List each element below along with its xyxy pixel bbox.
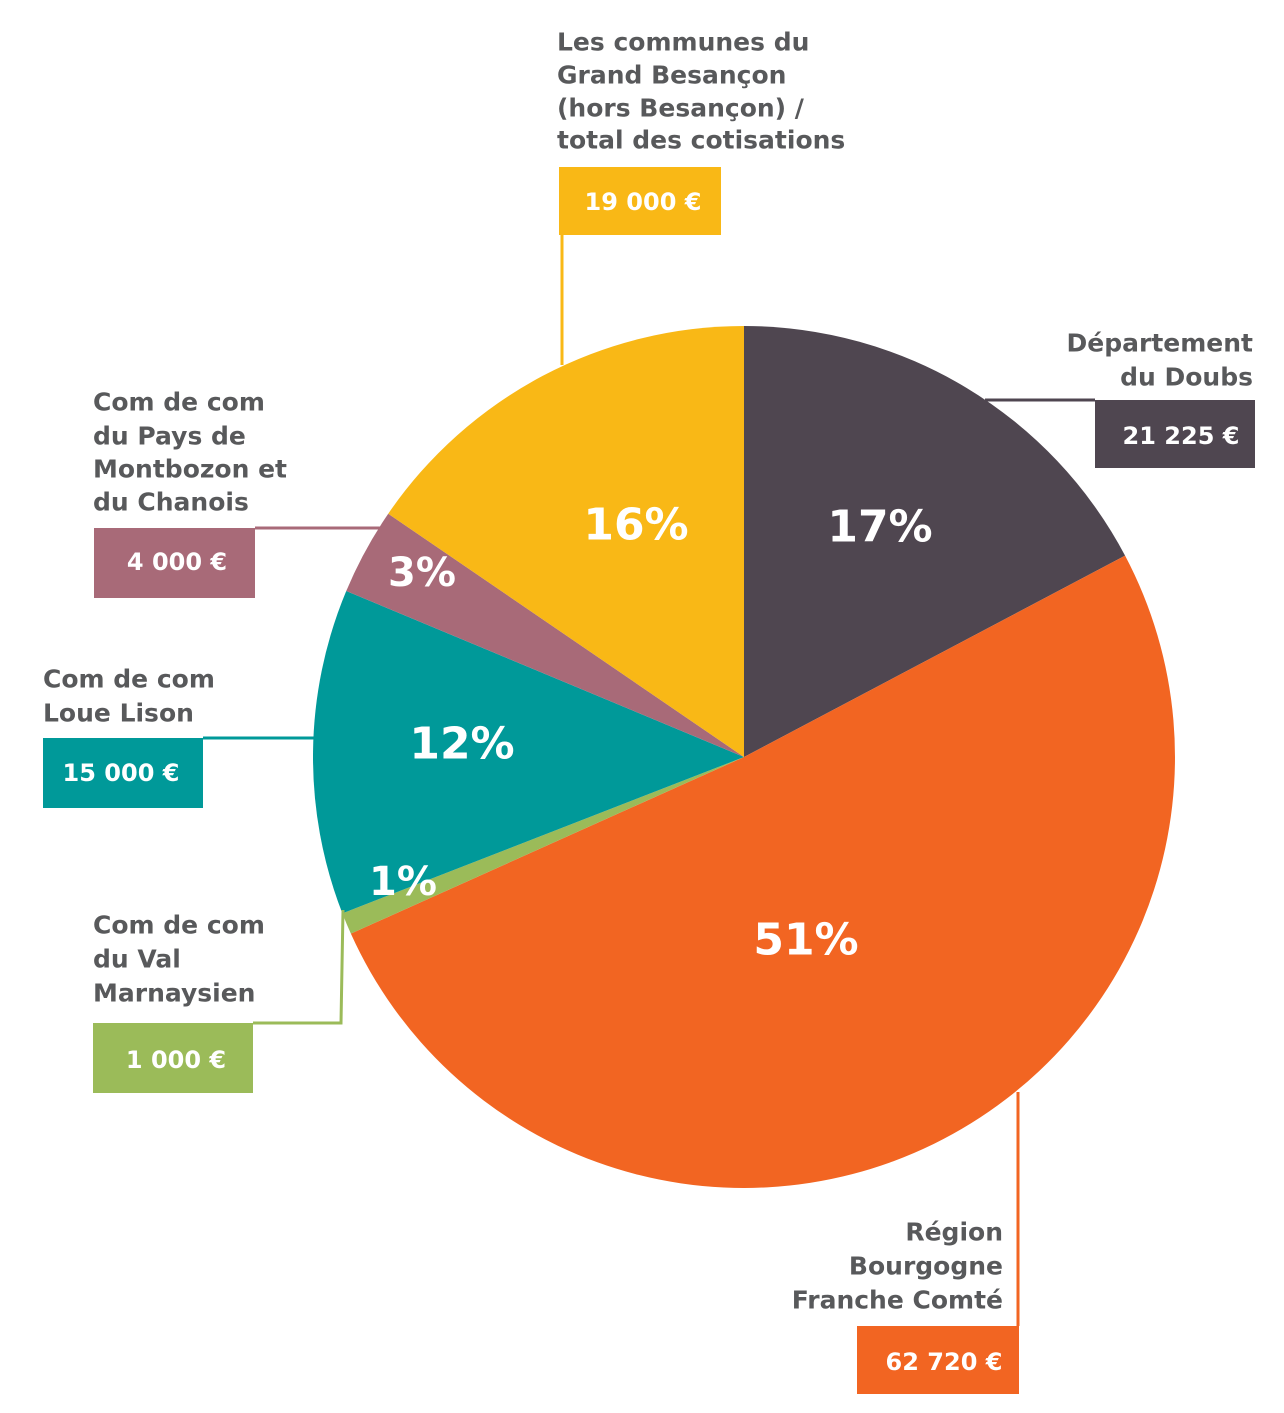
category-label-grand-besancon-line-3: (hors Besançon) /	[557, 94, 805, 123]
callouts: 21 225 € Département du Doubs 62 720 € Régio…	[43, 28, 1255, 1394]
value-box-region-bourgogne	[857, 1326, 1019, 1394]
slice-val-marnaysien	[342, 757, 744, 934]
category-label-loue-lison-line-2: Loue Lison	[43, 699, 194, 728]
value-box-grand-besancon	[559, 167, 721, 235]
percent-label-pays-montbozon: 3%	[388, 550, 456, 596]
category-label-pays-montbozon-line-2: du Pays de	[93, 422, 246, 451]
percent-label-grand-besancon: 16%	[583, 500, 688, 551]
category-label-val-marnaysien-line-2: du Val	[93, 945, 181, 974]
percent-label-loue-lison: 12%	[409, 719, 514, 770]
value-label-pays-montbozon: 4 000 €	[127, 548, 227, 576]
category-label-pays-montbozon-line-3: Montbozon et	[93, 455, 287, 484]
category-label-grand-besancon-line-4: total des cotisations	[557, 126, 845, 155]
slice-departement-doubs	[744, 326, 1126, 757]
category-label-region-bourgogne-line-1: Région	[905, 1218, 1003, 1247]
value-box-pays-montbozon	[94, 528, 255, 598]
category-label-region-bourgogne-line-2: Bourgogne	[849, 1252, 1003, 1281]
category-label-loue-lison-line-1: Com de com	[43, 665, 215, 694]
value-label-val-marnaysien: 1 000 €	[126, 1046, 226, 1074]
percent-label-region-bourgogne: 51%	[753, 915, 858, 966]
value-label-departement-doubs: 21 225 €	[1123, 422, 1240, 450]
value-label-grand-besancon: 19 000 €	[585, 188, 702, 216]
percent-label-val-marnaysien: 1%	[369, 859, 437, 905]
category-label-grand-besancon-line-1: Les communes du	[557, 28, 809, 57]
callout-connectors	[203, 235, 1095, 1326]
category-label-val-marnaysien-line-3: Marnaysien	[93, 979, 255, 1008]
connector-val-marnaysien	[253, 909, 345, 1025]
category-label-departement-doubs-line-1: Département	[1067, 329, 1254, 358]
value-label-loue-lison: 15 000 €	[63, 759, 180, 787]
slice-pays-montbozon	[346, 513, 744, 757]
category-label-region-bourgogne-line-3: Franche Comté	[792, 1286, 1003, 1315]
category-label-val-marnaysien-line-1: Com de com	[93, 911, 265, 940]
value-box-loue-lison	[43, 738, 203, 808]
category-label-pays-montbozon-line-1: Com de com	[93, 388, 265, 417]
slice-region-bourgogne	[350, 555, 1175, 1188]
value-label-region-bourgogne: 62 720 €	[886, 1348, 1003, 1376]
category-label-grand-besancon-line-2: Grand Besançon	[557, 61, 786, 90]
percent-labels: 17% 51% 1% 12% 3% 16%	[369, 500, 933, 966]
value-box-departement-doubs	[1095, 400, 1255, 468]
slice-grand-besancon	[388, 326, 744, 757]
percent-label-departement-doubs: 17%	[827, 502, 932, 553]
value-box-val-marnaysien	[93, 1023, 253, 1093]
category-label-pays-montbozon-line-4: du Chanois	[93, 488, 249, 517]
category-label-departement-doubs-line-2: du Doubs	[1120, 363, 1253, 392]
slice-loue-lison	[313, 591, 744, 914]
pie-slices	[313, 326, 1175, 1188]
